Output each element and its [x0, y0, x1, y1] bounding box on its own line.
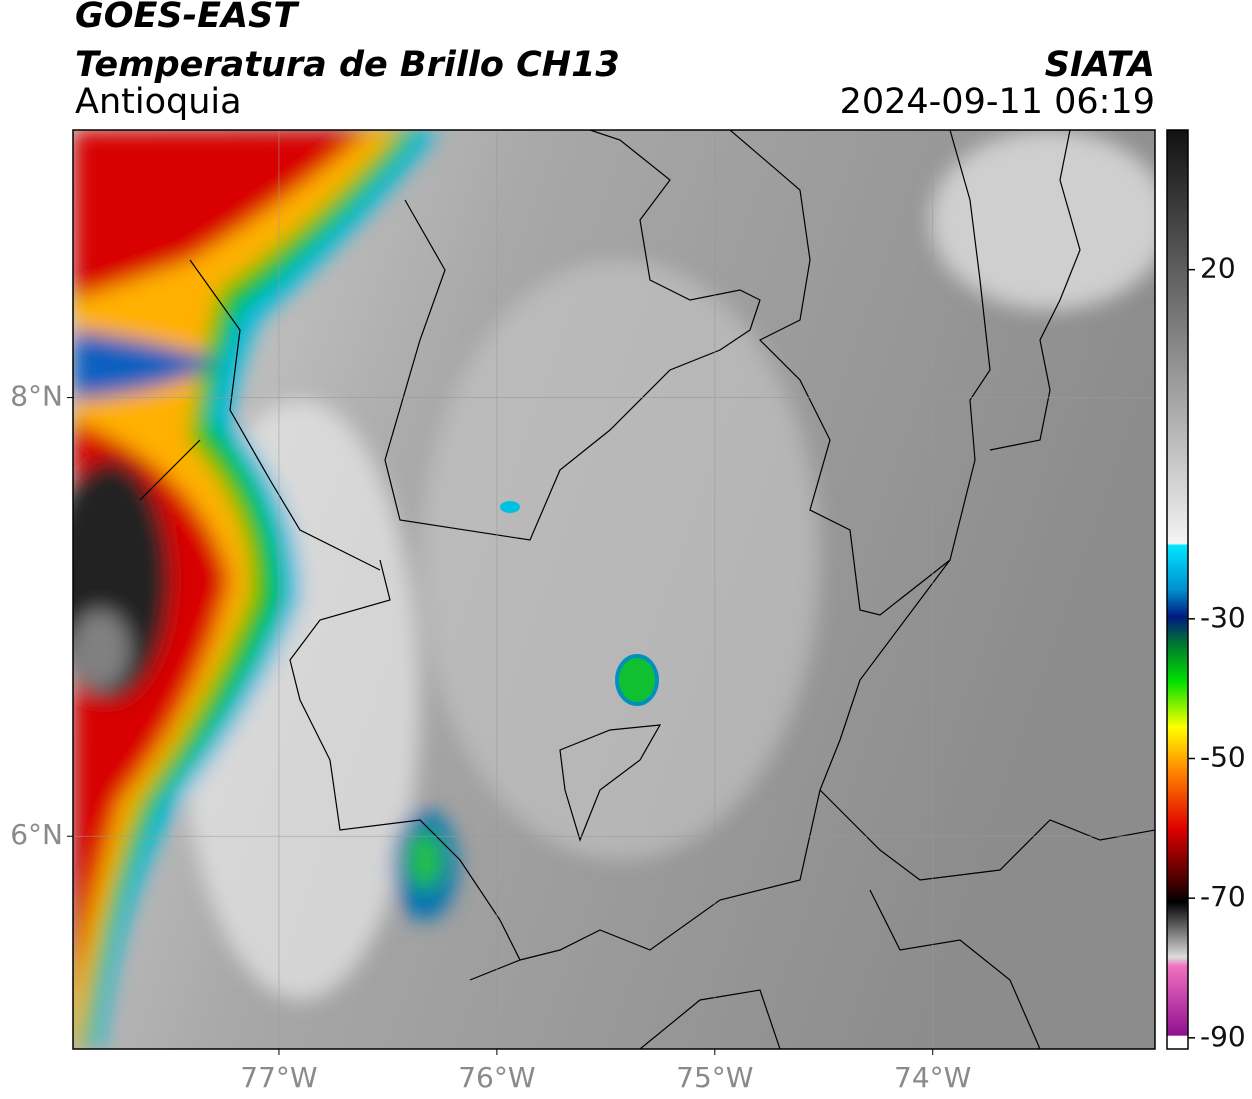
colorbar-label: -50 [1200, 740, 1246, 773]
satellite-image [73, 130, 1155, 1049]
x-tick-label: 74°W [894, 1061, 971, 1094]
x-tick-label: 75°W [676, 1061, 753, 1094]
colorbar-label: 20 [1200, 252, 1236, 285]
y-tick-label: 8°N [10, 380, 63, 413]
source: SIATA [1045, 45, 1155, 85]
graticule [73, 130, 1155, 1049]
colorbar [1166, 129, 1189, 1050]
x-tick-label: 76°W [458, 1061, 535, 1094]
subtitle: Temperatura de Brillo CH13 [75, 45, 620, 85]
map-frame [72, 129, 1156, 1050]
colorbar-label: -90 [1200, 1020, 1246, 1053]
title: GOES-EAST [75, 0, 300, 36]
colorbar-label: -70 [1200, 880, 1246, 913]
region: Antioquia [75, 82, 242, 122]
y-tick-label: 6°N [10, 818, 63, 851]
colorbar-label: -30 [1200, 601, 1246, 634]
x-tick-label: 77°W [240, 1061, 317, 1094]
datetime: 2024-09-11 06:19 [840, 82, 1155, 122]
